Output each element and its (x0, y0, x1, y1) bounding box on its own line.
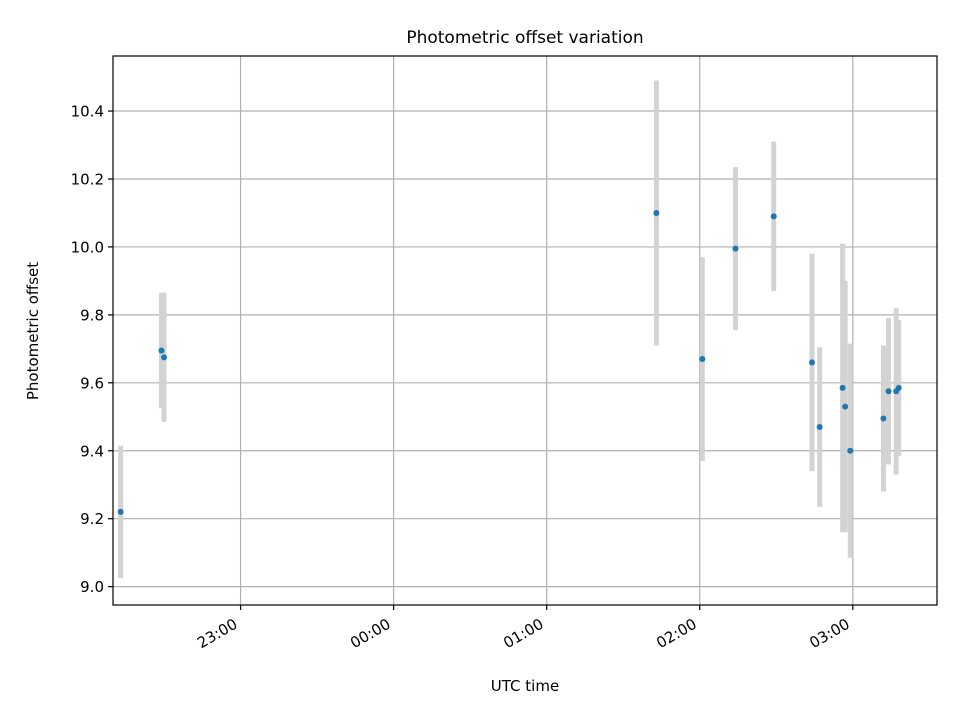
y-tick-label: 9.6 (80, 374, 104, 392)
y-tick-label: 10.0 (71, 238, 104, 256)
y-tick-label: 9.2 (80, 510, 104, 528)
data-point (847, 447, 854, 454)
data-point (808, 359, 815, 366)
data-point (158, 347, 165, 354)
data-point (732, 245, 739, 252)
plot-frame (112, 55, 938, 606)
grid-lines (113, 56, 937, 605)
y-tick-label: 10.2 (71, 170, 104, 188)
y-tick-label: 9.0 (80, 578, 104, 596)
y-axis-ticks: 9.0 9.2 9.4 9.6 9.8 10.0 10.2 10.4 (71, 103, 113, 596)
chart-title: Photometric offset variation (406, 28, 643, 48)
data-point (842, 403, 849, 410)
y-tick-label: 9.8 (80, 306, 104, 324)
data-point (895, 384, 902, 391)
y-tick-label: 10.4 (71, 103, 104, 121)
data-point (699, 356, 706, 363)
y-tick-label: 9.4 (80, 442, 104, 460)
data-point (117, 508, 124, 515)
data-points (117, 209, 902, 515)
data-point (839, 384, 846, 391)
data-point (885, 388, 892, 395)
data-point (880, 415, 887, 422)
data-point (770, 213, 777, 220)
data-point (653, 209, 660, 216)
data-point (816, 423, 823, 430)
x-axis-label: UTC time (491, 677, 559, 695)
data-point (161, 354, 168, 361)
y-axis-label: Photometric offset (24, 262, 42, 400)
